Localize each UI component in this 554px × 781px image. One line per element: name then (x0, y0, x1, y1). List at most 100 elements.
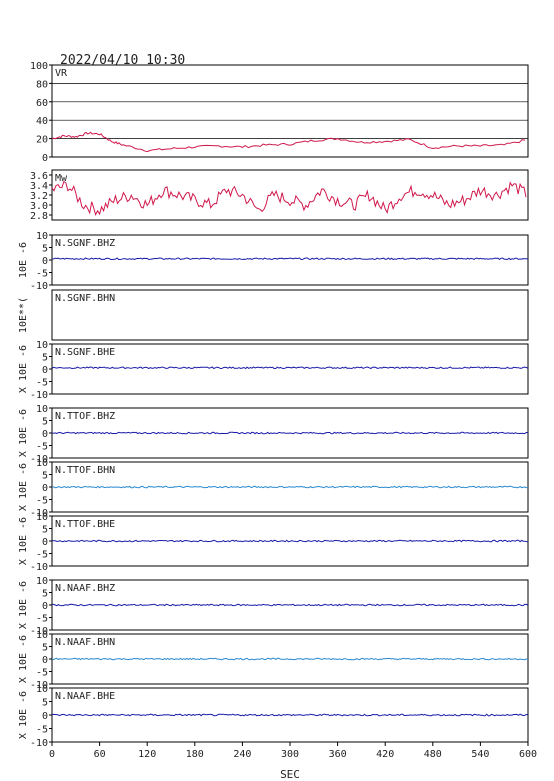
panel-label: N.TTOF.BHZ (55, 411, 115, 422)
y-tick-label: 2.8 (30, 211, 48, 222)
y-tick-label: 100 (30, 61, 48, 72)
y-tick-label: 0 (42, 256, 48, 267)
trace-line-naaf-bhz (52, 603, 529, 607)
y-tick-label: -5 (36, 550, 48, 561)
panel-ttof-bhz: N.TTOF.BHZ X 10E -6 10 50 -5-10 (18, 404, 529, 465)
x-axis-label: SEC (280, 768, 300, 781)
y-tick-label: 40 (36, 116, 48, 127)
x-tick-label: 420 (376, 749, 394, 760)
x-tick-label: 600 (519, 749, 537, 760)
series-line-vr (51, 131, 526, 153)
y-tick-label: 0 (42, 153, 48, 164)
panel-label: N.TTOF.BHN (55, 465, 115, 476)
y-tick-label: -10 (30, 454, 48, 465)
panel-naaf-bhe: N.NAAF.BHE X 10E -6 10 5 0 -5 -10 (18, 684, 529, 749)
y-tick-label: 0 (42, 365, 48, 376)
y-tick-label: -10 (30, 390, 48, 401)
y-tick-label: 10 (36, 458, 48, 469)
y-tick-label: -10 (30, 738, 48, 749)
panel-mw: Mw 2.83.03.23.43.6 (30, 169, 529, 222)
trace-line-ttof-bhn (51, 485, 529, 489)
panel-vr: VR 0 20 40 60 80 100 (30, 61, 529, 164)
y-tick-label: 5 (42, 353, 48, 364)
y-tick-label: 5 (42, 643, 48, 654)
y-tick-label: 5 (42, 417, 48, 428)
panel-sgnf-bhe: N.SGNF.BHE X 10E -6 10 50 -5-10 (18, 340, 529, 401)
y-tick-label: 20 (36, 135, 48, 146)
y-tick-label: 60 (36, 98, 48, 109)
y-tick-label: -5 (36, 725, 48, 736)
panel-frame (51, 234, 529, 286)
trace-line-ttof-bhe (51, 539, 529, 543)
y-tick-label: 10 (36, 340, 48, 351)
y-axis-label: X 10E -6 (18, 635, 29, 683)
x-tick-label: 0 (49, 749, 55, 760)
y-tick-label: -5 (36, 668, 48, 679)
panel-frame (51, 169, 529, 221)
y-tick-label: -10 (30, 508, 48, 519)
panel-frame (51, 289, 529, 341)
panel-naaf-bhz: N.NAAF.BHZ X 10E -6 10 50 -5-10 (18, 576, 529, 637)
y-axis-label: X 10E -6 (18, 463, 29, 511)
y-tick-label: -5 (36, 442, 48, 453)
y-tick-label: -10 (30, 680, 48, 691)
y-tick-label: 5 (42, 471, 48, 482)
y-tick-label: -5 (36, 496, 48, 507)
panel-sgnf-bhn: N.SGNF.BHN 10E**( (18, 289, 529, 341)
y-axis-label: X 10E -6 (18, 409, 29, 457)
trace-line-naaf-bhe (51, 713, 529, 717)
y-tick-label: -5 (36, 378, 48, 389)
y-tick-label: -10 (30, 626, 48, 637)
panel-ttof-bhe: N.TTOF.BHE X 10E -6 10 50 -5-10 (18, 512, 529, 573)
y-axis-label: X 10E -6 (18, 581, 29, 629)
y-tick-label: 3.6 (30, 171, 48, 182)
panels: VR020406080100Mw2.83.03.23.43.6N.SGNF.BH… (18, 61, 529, 749)
y-axis-label: 10E -6 (18, 242, 29, 278)
header-datetime: 2022/04/10 10:30 (60, 53, 185, 68)
panel-label: N.NAAF.BHE (55, 691, 115, 702)
y-tick-label: 10 (36, 630, 48, 641)
panel-ttof-bhn: N.TTOF.BHN X 10E -6 10 50 -5-10 (18, 458, 529, 519)
panel-frame (51, 64, 529, 158)
x-tick-label: 480 (424, 749, 442, 760)
y-tick-label: 0 (42, 601, 48, 612)
trace-line-sgnf-bhe (51, 366, 529, 370)
panel-sgnf-bhz: N.SGNF.BHZ 10E -6 10 50 -5-10 (18, 231, 529, 292)
x-tick-label: 240 (233, 749, 251, 760)
x-tick-label: 60 (94, 749, 106, 760)
series-line-mw (51, 180, 527, 216)
trace-line-ttof-bhz (51, 431, 529, 435)
y-tick-label: 5 (42, 589, 48, 600)
panel-label: N.NAAF.BHN (55, 637, 115, 648)
y-tick-label: 3.4 (30, 181, 48, 192)
y-tick-label: 10 (36, 576, 48, 587)
y-tick-label: 10 (36, 684, 48, 695)
y-tick-label: 3.2 (30, 191, 48, 202)
panel-label: VR (55, 68, 68, 79)
x-tick-label: 360 (329, 749, 347, 760)
x-tick-label: 540 (471, 749, 489, 760)
panel-label: N.NAAF.BHZ (55, 583, 115, 594)
y-tick-label: 5 (42, 244, 48, 255)
y-axis-label: X 10E -6 (18, 345, 29, 393)
y-tick-label: -10 (30, 562, 48, 573)
panel-label: N.SGNF.BHZ (55, 238, 115, 249)
panel-label: N.TTOF.BHE (55, 519, 115, 530)
x-axis: 0 60 120 180 240 300 360 420 480 540 600 (49, 742, 537, 760)
y-tick-label: 3.0 (30, 201, 48, 212)
y-tick-label: -5 (36, 269, 48, 280)
y-tick-label: 10 (36, 231, 48, 242)
y-tick-label: 0 (42, 537, 48, 548)
y-axis-label: X 10E -6 (18, 517, 29, 565)
panel-label: N.SGNF.BHE (55, 347, 115, 358)
y-tick-label: 0 (42, 483, 48, 494)
x-tick-label: 300 (281, 749, 299, 760)
y-tick-label: 5 (42, 525, 48, 536)
x-tick-label: 120 (138, 749, 156, 760)
y-tick-label: 5 (42, 698, 48, 709)
trace-line-sgnf-bhz (51, 257, 529, 261)
y-tick-label: 0 (42, 711, 48, 722)
y-tick-label: 0 (42, 655, 48, 666)
y-axis-label: 10E**( (18, 297, 29, 333)
